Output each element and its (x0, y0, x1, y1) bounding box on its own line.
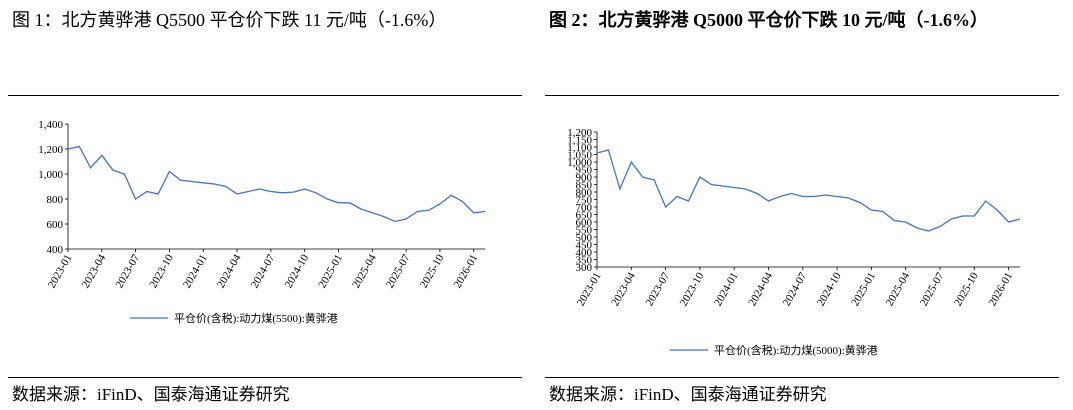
legend-label: 平仓价(含税):动力煤(5000):黄骅港 (714, 343, 878, 357)
y-tick-label: 400 (47, 244, 64, 256)
y-tick-label: 950 (576, 165, 593, 177)
x-tick-label: 2023-04 (80, 252, 109, 290)
y-tick-label: 1,200 (38, 144, 63, 156)
x-tick-label: 2024-01 (712, 271, 741, 309)
chart: 3003504004505005506006507007508008509009… (567, 127, 1021, 357)
y-tick-label: 750 (576, 195, 593, 207)
x-tick-label: 2024-07 (781, 270, 810, 308)
y-tick-label: 550 (576, 225, 593, 237)
x-tick-label: 2025-01 (316, 253, 345, 291)
x-tick-label: 2025-10 (418, 252, 447, 290)
y-tick-label: 500 (576, 232, 593, 244)
x-tick-label: 2023-01 (575, 271, 604, 309)
rule (8, 377, 522, 378)
x-tick-label: 2024-01 (181, 253, 210, 291)
x-tick-label: 2024-10 (283, 252, 312, 290)
y-tick-label: 1,000 (38, 169, 63, 181)
y-tick-label: 1,100 (567, 142, 592, 154)
line (596, 149, 1021, 232)
y-tick-label: 900 (576, 172, 593, 184)
x-tick-label: 2023-04 (609, 270, 638, 308)
chart-title: 图 1：北方黄骅港 Q5500 平仓价下跌 11 元/吨（-1.6%） (12, 10, 447, 30)
y-tick-label: 650 (576, 210, 593, 222)
x-tick-label: 2024-04 (215, 252, 244, 290)
source: 数据来源：iFinD、国泰海通证券研究 (12, 385, 290, 404)
y-tick-label: 1,050 (567, 150, 592, 162)
x-tick-label: 2025-07 (918, 270, 947, 308)
x-tick-label: 2025-04 (350, 252, 379, 290)
panel: 图 2：北方黄骅港 Q5000 平仓价下跌 10 元/吨（-1.6%） 300 3… (537, 0, 1067, 410)
y-tick-label: 1,150 (567, 135, 592, 147)
x-tick-label: 2023-07 (113, 252, 142, 290)
y-tick-label: 600 (576, 217, 593, 229)
y-tick-label: 1,200 (567, 127, 592, 139)
y-tick-label: 800 (47, 194, 64, 206)
y-tick-label: 350 (576, 255, 593, 267)
rule (545, 95, 1059, 96)
y-tick-label: 450 (576, 240, 593, 252)
x-tick-label: 2024-04 (746, 270, 775, 308)
chart-title: 图 2：北方黄骅港 Q5000 平仓价下跌 10 元/吨（-1.6%） (549, 10, 988, 30)
x-tick-label: 2026-01 (452, 253, 481, 291)
y-tick-label: 600 (47, 219, 64, 231)
x-tick-label: 2025-01 (849, 271, 878, 309)
y-tick-label: 800 (576, 187, 593, 199)
x-tick-label: 2025-04 (884, 270, 913, 308)
y-tick-label: 300 (576, 262, 593, 274)
x-tick-label: 2025-10 (952, 270, 981, 308)
source: 数据来源：iFinD、国泰海通证券研究 (549, 385, 827, 404)
line (67, 145, 486, 223)
x-tick-label: 2026-01 (986, 271, 1015, 309)
legend-label: 平仓价(含税):动力煤(5500):黄骅港 (174, 311, 338, 325)
x-tick-label: 2023-10 (147, 252, 176, 290)
y-tick-label: 1,000 (567, 157, 592, 169)
rule (8, 95, 522, 96)
x-tick-label: 2025-07 (384, 252, 413, 290)
y-tick-label: 400 (576, 247, 593, 259)
y-tick-label: 1,400 (38, 119, 63, 131)
x-tick-label: 2023-01 (46, 253, 75, 291)
x-tick-label: 2023-10 (678, 270, 707, 308)
rule (545, 377, 1059, 378)
y-tick-label: 700 (576, 202, 593, 214)
x-tick-label: 2024-10 (815, 270, 844, 308)
x-tick-label: 2023-07 (643, 270, 672, 308)
x-tick-label: 2024-07 (249, 252, 278, 290)
panel: 图 1：北方黄骅港 Q5500 平仓价下跌 11 元/吨（-1.6%） 400 6… (0, 0, 530, 410)
y-tick-label: 850 (576, 180, 593, 192)
